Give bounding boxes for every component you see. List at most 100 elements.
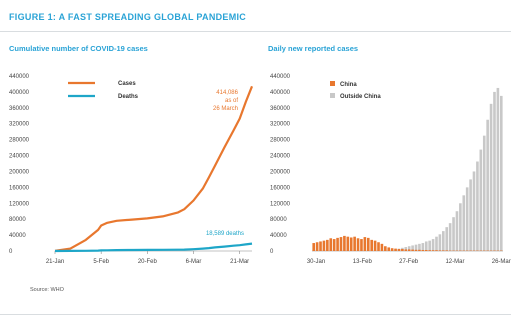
right-y-tick-label: 400000 — [270, 90, 291, 96]
legend-outside-china-label: Outside China — [340, 94, 381, 100]
outside-china-bar — [424, 241, 428, 251]
cases-annotation-value: 414,086 — [216, 90, 238, 96]
china-bar — [401, 249, 404, 251]
china-bar — [329, 238, 333, 251]
outside-china-bar — [489, 103, 493, 251]
legend-outside-china-swatch — [330, 93, 335, 98]
outside-china-bar — [465, 187, 469, 251]
left-chart-title: Cumulative number of COVID-19 cases — [9, 44, 148, 53]
right-chart-title: Daily new reported cases — [268, 44, 359, 53]
china-bar — [360, 239, 363, 251]
right-x-tick-label: 27-Feb — [399, 259, 419, 265]
outside-china-bar — [435, 236, 438, 251]
china-bar — [312, 243, 316, 251]
outside-china-bar — [499, 95, 503, 252]
china-bar — [319, 241, 322, 251]
china-bar — [428, 250, 431, 251]
outside-china-bar — [411, 245, 414, 251]
china-bar — [394, 248, 397, 251]
deaths-line — [54, 242, 253, 253]
right-x-tick-label: 12-Mar — [445, 259, 464, 265]
outside-china-bar — [418, 243, 421, 251]
outside-china-bar — [407, 246, 411, 251]
outside-china-bar — [438, 234, 442, 251]
right-y-tick-label: 360000 — [270, 106, 291, 112]
china-bar — [397, 249, 401, 251]
right-y-tick-label: 80000 — [270, 217, 287, 223]
right-y-tick-label: 120000 — [270, 201, 291, 207]
left-y-tick-label: 40000 — [9, 233, 26, 239]
legend-deaths-label: Deaths — [118, 94, 139, 100]
outside-china-bar — [476, 161, 479, 251]
cases-annotation-asof: as of — [225, 98, 238, 104]
outside-china-bar — [493, 91, 496, 251]
china-bar — [363, 237, 367, 251]
china-bar — [380, 243, 384, 251]
china-bar — [315, 242, 319, 251]
china-bar — [377, 242, 380, 251]
china-bar — [326, 239, 329, 251]
china-bar — [370, 239, 373, 251]
china-bar — [418, 249, 421, 251]
outside-china-bar — [462, 195, 466, 251]
china-bar — [343, 235, 346, 251]
left-y-tick-label: 400000 — [9, 90, 30, 96]
right-x-tick-label: 13-Feb — [353, 259, 373, 265]
china-bar — [322, 240, 326, 251]
china-bar — [353, 236, 356, 251]
legend-china-label: China — [340, 82, 357, 88]
china-bar — [431, 250, 435, 251]
left-y-tick-label: 240000 — [9, 154, 30, 160]
legend-cases-label: Cases — [118, 81, 136, 87]
source-note: Source: WHO — [30, 287, 64, 293]
left-y-tick-label: 0 — [9, 249, 13, 255]
figure-title: FIGURE 1: A FAST SPREADING GLOBAL PANDEM… — [9, 12, 247, 22]
china-bar — [349, 237, 353, 251]
top-divider — [0, 31, 511, 32]
china-bar — [339, 237, 343, 251]
legend-china-swatch — [330, 81, 335, 86]
left-y-tick-label: 80000 — [9, 217, 26, 223]
china-bar — [411, 249, 414, 251]
outside-china-bar — [414, 244, 418, 251]
right-y-tick-label: 280000 — [270, 138, 291, 144]
outside-china-bar — [486, 119, 489, 251]
china-bar — [442, 250, 445, 251]
right-y-tick-label: 440000 — [270, 74, 291, 80]
right-x-tick-label: 30-Jan — [307, 259, 325, 265]
outside-china-bar — [452, 217, 455, 251]
left-y-tick-label: 160000 — [9, 185, 30, 191]
outside-china-bar — [482, 135, 486, 251]
china-bar — [435, 250, 438, 251]
right-y-tick-label: 40000 — [270, 233, 287, 239]
outside-china-bar — [472, 171, 476, 251]
left-y-tick-label: 200000 — [9, 169, 30, 175]
outside-china-bar — [445, 227, 449, 251]
left-x-tick-label: 5-Feb — [93, 259, 109, 265]
china-bar — [407, 249, 411, 251]
outside-china-bar — [496, 87, 500, 251]
right-y-tick-label: 200000 — [270, 169, 291, 175]
left-x-tick-label: 21-Mar — [230, 259, 249, 265]
right-y-tick-label: 320000 — [270, 122, 291, 128]
left-y-tick-label: 120000 — [9, 201, 30, 207]
outside-china-bar — [479, 149, 483, 251]
china-bar — [384, 246, 387, 251]
left-x-tick-label: 21-Jan — [46, 259, 64, 265]
china-bar — [421, 250, 425, 251]
china-bar — [356, 238, 360, 251]
outside-china-bar — [469, 179, 472, 251]
china-bar — [404, 249, 408, 251]
cases-line — [54, 85, 254, 252]
right-y-tick-label: 160000 — [270, 185, 291, 191]
deaths-annotation: 18,589 deaths — [206, 231, 244, 237]
china-bar — [336, 237, 339, 251]
china-bar — [373, 240, 377, 251]
outside-china-bar — [448, 223, 452, 251]
outside-china-bar — [442, 231, 445, 251]
right-y-tick-label: 0 — [270, 249, 274, 255]
outside-china-bar — [404, 247, 408, 251]
left-x-tick-label: 6-Mar — [186, 259, 202, 265]
left-y-tick-label: 280000 — [9, 138, 30, 144]
